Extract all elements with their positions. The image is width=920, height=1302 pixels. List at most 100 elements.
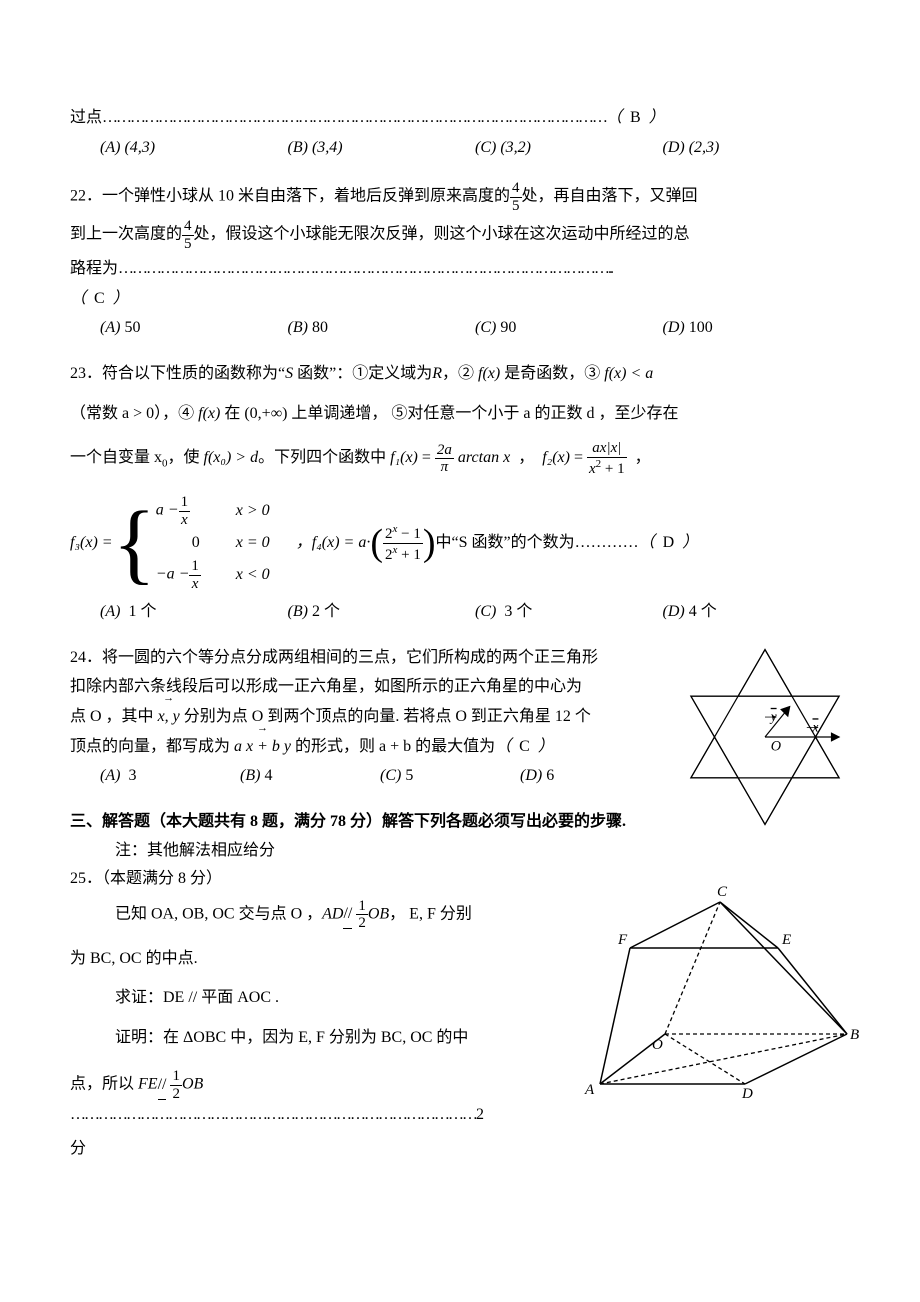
q23-t8: 一个自变量 x xyxy=(70,449,162,466)
q22-answer: C xyxy=(94,286,105,312)
q22-dots: …………………………………………………………………………………………….. xyxy=(118,260,612,277)
opt-d: (D) xyxy=(663,319,685,336)
q22-t2: 处，再自由落下，又弹回 xyxy=(522,188,698,205)
q25-score: 2 xyxy=(476,1106,484,1123)
lbl-C: C xyxy=(717,884,728,900)
q24-ob: 4 xyxy=(264,767,272,784)
lbl-A: A xyxy=(584,1082,595,1098)
c3e: −a − xyxy=(156,566,190,583)
opt-label-a: (A) xyxy=(100,139,120,156)
q24-ax: a x + b y xyxy=(234,734,291,760)
q23-answer: D xyxy=(663,530,675,556)
lp: （ xyxy=(70,290,86,307)
q24-oc: 5 xyxy=(405,767,413,784)
opt-b: (B) xyxy=(288,319,308,336)
lp24: （ xyxy=(495,738,511,755)
q25-t5: 分 xyxy=(70,1140,86,1157)
q22-t1: 一个弹性小球从 10 米自由落下，着地后反弹到原来高度的 xyxy=(102,188,510,205)
q22-f2d: 5 xyxy=(182,236,194,253)
c1c: x > 0 xyxy=(236,498,296,524)
q23-fx0: f(x₀) > d xyxy=(204,449,259,466)
q24-t1: 将一圆的六个等分点分成两组相间的三点，它们所构成的两个正三角形 xyxy=(102,649,598,666)
tetrahedron-diagram: A B C F E O D xyxy=(560,884,860,1104)
q23-num: 23． xyxy=(70,365,102,382)
q24-options: (A) 3 (B) 4 (C) 5 (D) 6 xyxy=(70,763,660,789)
q24-xy: x, y xyxy=(158,704,180,730)
c3c: x < 0 xyxy=(236,562,296,588)
q25-ad: AD xyxy=(322,905,343,922)
opt-c: (C) xyxy=(475,319,496,336)
q24-answer: C xyxy=(519,734,530,760)
origin-label: O xyxy=(771,738,781,754)
piecewise: { a −1xx > 0 0x = 0 −a −1xx < 0 xyxy=(113,495,296,591)
q22-t3: 到上一次高度的 xyxy=(70,226,182,243)
opt-label-d: (D) xyxy=(663,139,685,156)
q25-dots: …………………………………………………………………………… xyxy=(70,1106,476,1123)
q22-opt-b: 80 xyxy=(312,319,328,336)
opt-a: (A) xyxy=(100,319,120,336)
q23-t7: 在 (0,+∞) 上单调递增， ⑤对任意一个小于 a 的正数 d ，至少存在 xyxy=(220,405,678,422)
q25-prove: 求证：DE // 平面 AOC . xyxy=(115,989,279,1006)
q21-options: (A) (4,3) (B) (3,4) (C) (3,2) (D) (2,3) xyxy=(70,135,850,161)
q22-t5: 路程为 xyxy=(70,260,118,277)
rp24: ） xyxy=(538,738,554,755)
q23-oa: 1 个 xyxy=(128,603,156,620)
q23-t10: 。下列四个函数中 xyxy=(258,449,390,466)
q21-opt-b: (3,4) xyxy=(312,139,343,156)
q24-oa: 3 xyxy=(128,767,136,784)
q22-t4: 处，假设这个小球能无限次反弹，则这个小球在这次运动中所经过的总 xyxy=(194,226,690,243)
q23-t9: ，使 xyxy=(168,449,204,466)
q25-ob: OB xyxy=(368,905,389,922)
q25-t3: 为 BC, OC 的中点. xyxy=(70,950,198,967)
q24-t2: 扣除内部六条线段后可以形成一正六角星，如图所示的正六角星的中心为 xyxy=(70,678,582,695)
q25-proof1: 证明：在 ΔOBC 中，因为 E, F 分别为 BC, OC 的中 xyxy=(115,1029,468,1046)
q23-sfun: S xyxy=(285,365,293,382)
q25-fe: FE xyxy=(138,1076,158,1093)
q25-t4: 点，所以 xyxy=(70,1076,138,1093)
left-paren: （ xyxy=(606,109,622,126)
oc: (C) xyxy=(475,603,496,620)
q23-options: (A) 1 个 (B) 2 个 (C) 3 个 (D) 4 个 xyxy=(70,599,850,625)
c2e: 0 xyxy=(156,530,236,556)
right-paren: ） xyxy=(649,109,665,126)
section-3-note: 注：其他解法相应给分 xyxy=(70,838,850,864)
question-22: 22．一个弹性小球从 10 米自由落下，着地后反弹到原来高度的45处，再自由落下… xyxy=(70,180,850,341)
od: (D) xyxy=(663,603,685,620)
q25-t1: 已知 OA, OB, OC 交与点 O ， xyxy=(115,905,322,922)
lbl-B: B xyxy=(850,1027,859,1043)
lbl-E: E xyxy=(781,932,791,948)
q21-lead: 过点 xyxy=(70,109,102,126)
q22-f1d: 5 xyxy=(510,198,522,215)
hexagram-diagram: y x O xyxy=(670,637,860,837)
q22-opt-c: 90 xyxy=(500,319,516,336)
ob: (B) xyxy=(288,603,308,620)
lbl-O: O xyxy=(652,1037,663,1053)
q24-t5: 顶点的向量，都写成为 xyxy=(70,738,234,755)
question-24: y x O 24．将一圆的六个等分点分成两组相间的三点，它们所构成的两个正三角形… xyxy=(70,645,850,789)
q25-ob2: OB xyxy=(182,1076,203,1093)
q24-t6: 的形式，则 a + b 的最大值为 xyxy=(291,738,495,755)
oc4: (C) xyxy=(380,767,401,784)
q21-opt-a: (4,3) xyxy=(124,139,155,156)
q23-t3: ，② xyxy=(442,365,478,382)
q22-f1n: 4 xyxy=(510,180,522,198)
q23-ob: 2 个 xyxy=(312,603,340,620)
oa: (A) xyxy=(100,603,120,620)
q23-arctan: arctan x xyxy=(458,449,510,466)
q21-opt-d: (2,3) xyxy=(689,139,720,156)
q23-t6: （常数 a > 0），④ xyxy=(70,405,198,422)
question-25: A B C F E O D 25．（本题满分 8 分） 已知 OA, OB, O… xyxy=(70,866,850,1162)
rp: ） xyxy=(113,290,129,307)
q22-opt-a: 50 xyxy=(124,319,140,336)
c3n: 1 xyxy=(189,558,201,576)
q23-fx3: f(x) xyxy=(198,405,220,422)
q22-opt-d: 100 xyxy=(689,319,713,336)
q23-t1: 符合以下性质的函数称为“ xyxy=(102,365,285,382)
question-21-cont: 过点………………………………………………………………………………………………（ … xyxy=(70,105,850,160)
q22-num: 22． xyxy=(70,188,102,205)
q21-answer: B xyxy=(630,105,641,131)
question-23: 23．符合以下性质的函数称为“S 函数”：①定义域为R，② f(x) 是奇函数，… xyxy=(70,361,850,625)
c2c: x = 0 xyxy=(236,530,296,556)
q23-f3lhs: f₃(x) = xyxy=(70,530,113,556)
q24-od: 6 xyxy=(546,767,554,784)
